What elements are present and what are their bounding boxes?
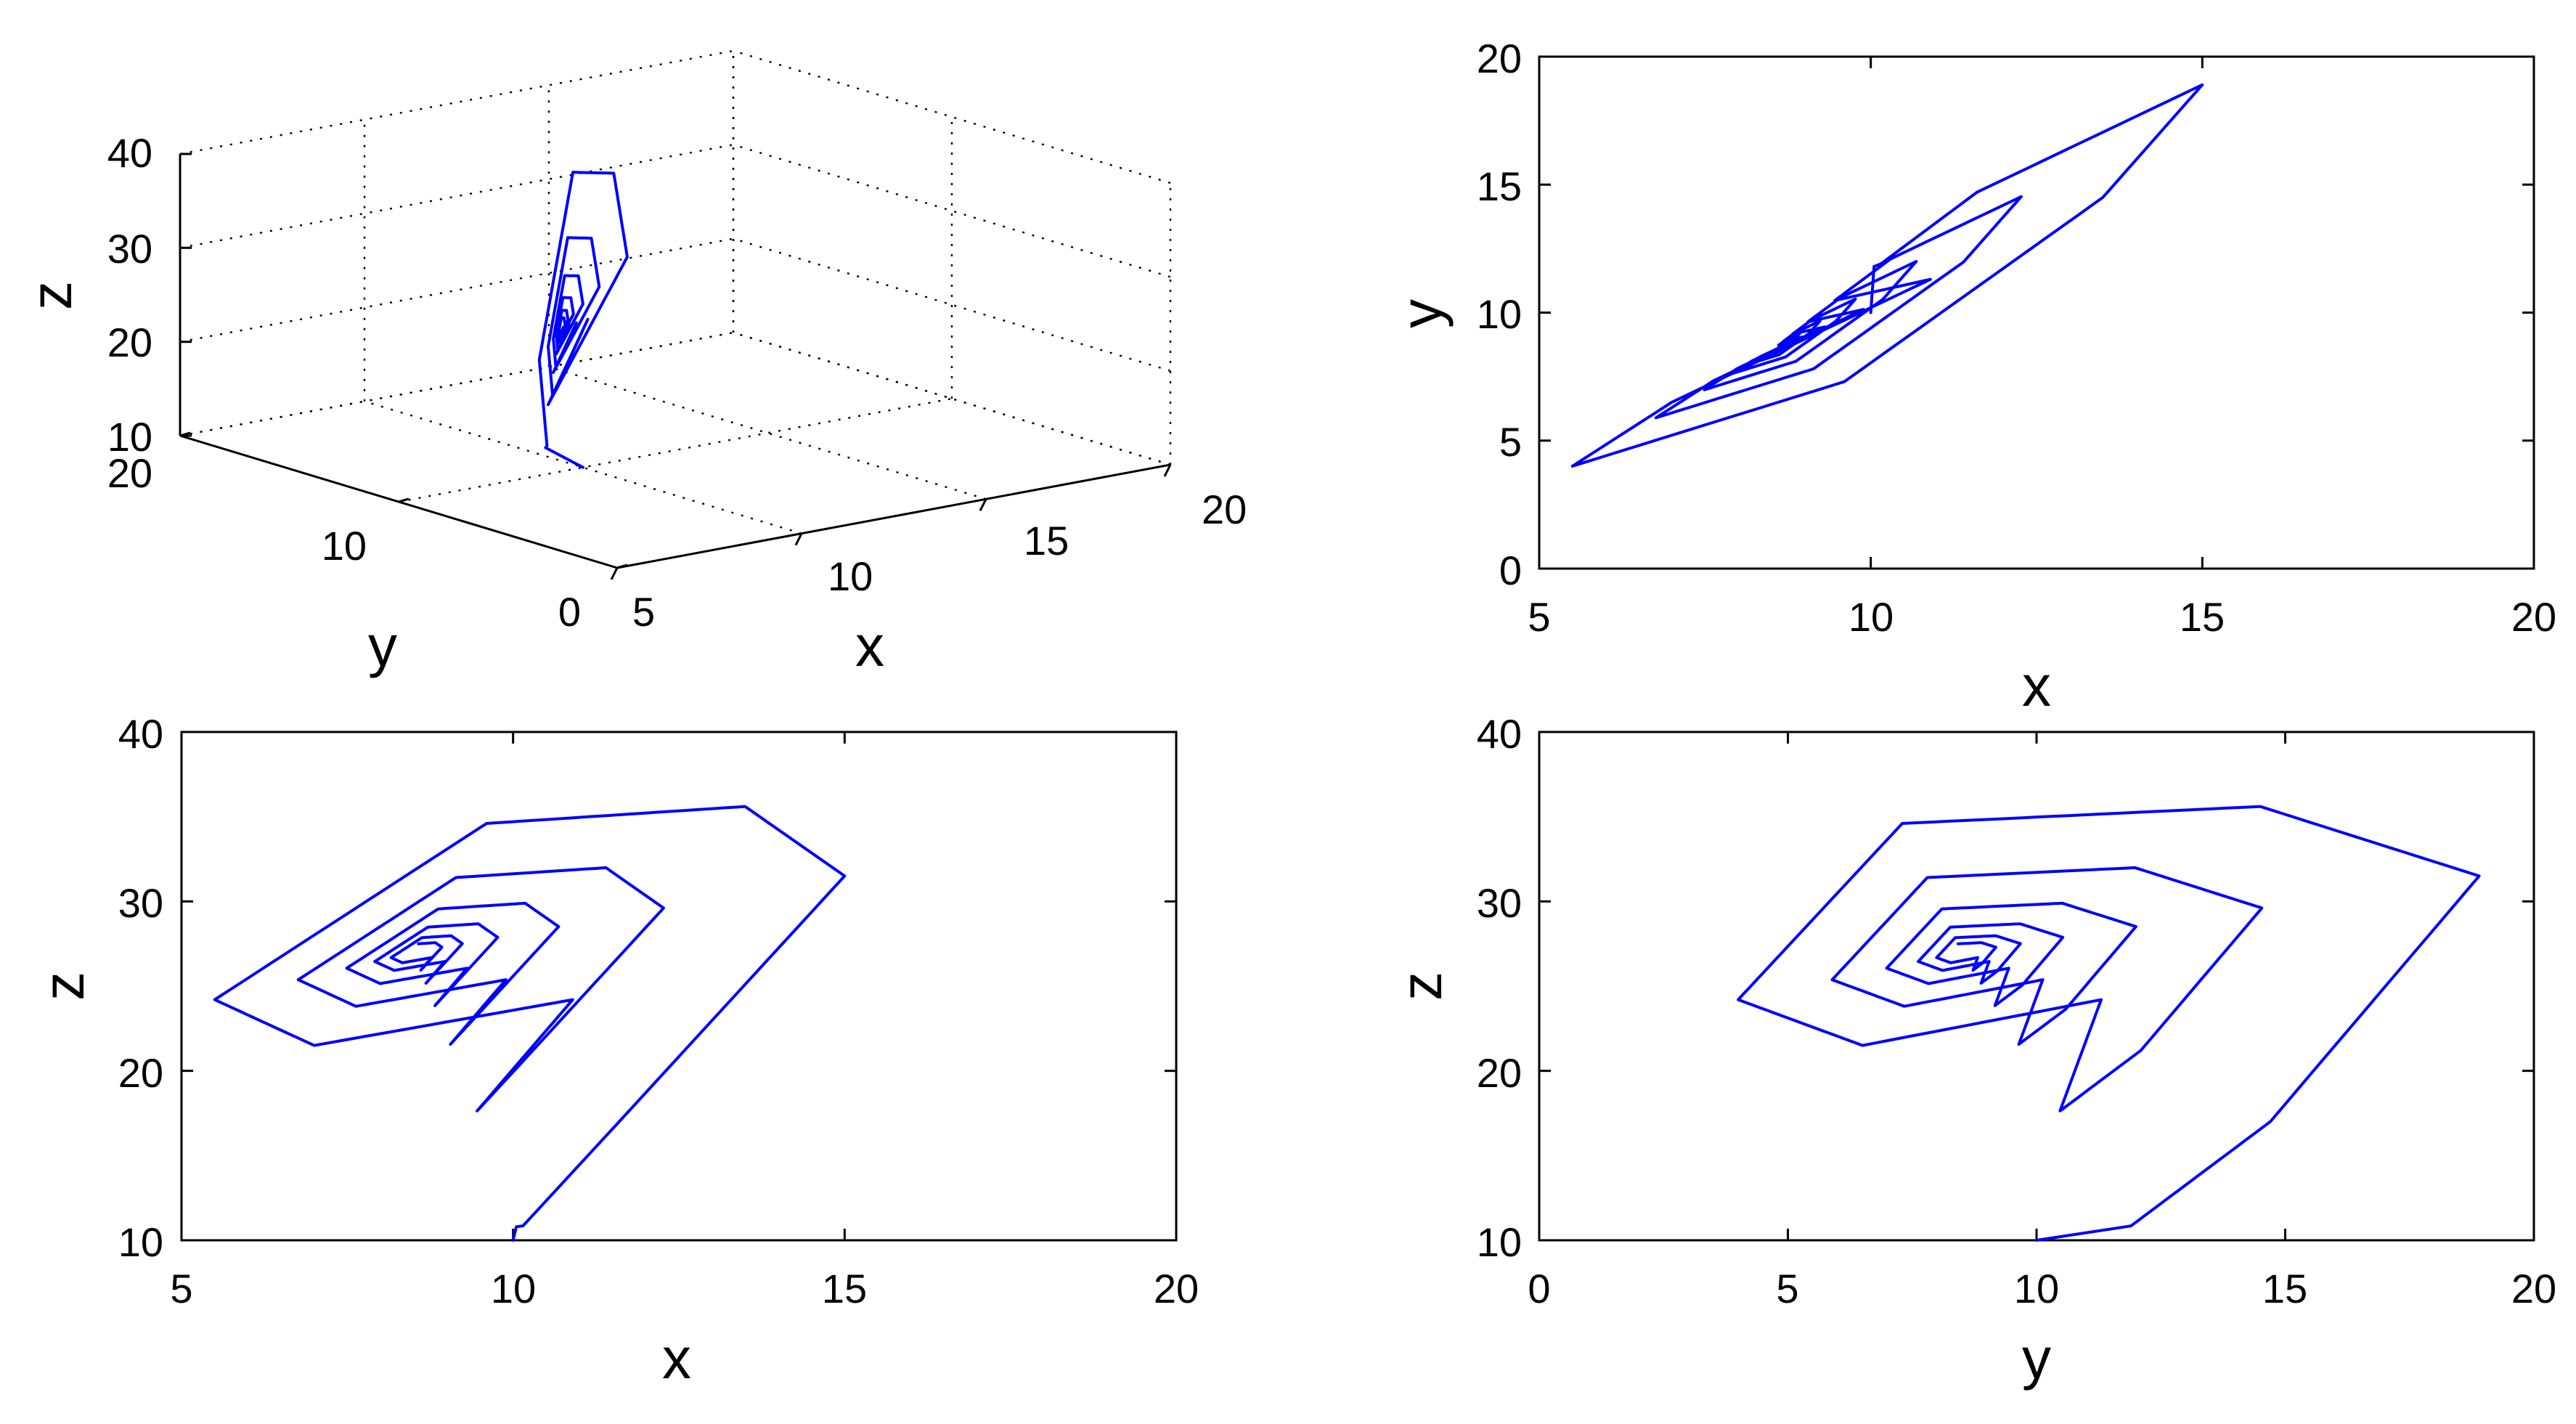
panel-3d-grid-line: [733, 237, 1171, 372]
panel-3d-z-axis-label: z: [19, 281, 83, 310]
panel-xy-y-axis-label: y: [1389, 299, 1454, 328]
panel-yz-y-tick-10: 10: [1477, 1219, 1522, 1265]
panel-3d-trajectory-series-line: [537, 171, 629, 469]
panel-3d-z-tick-10: 10: [107, 414, 152, 460]
panel-yz-y-axis-label: z: [1389, 972, 1454, 1001]
panel-yz-x-tick-15: 15: [2262, 1266, 2307, 1311]
panel-3d-x-tick-10: 10: [828, 553, 873, 599]
panel-3d-x-axis-label: x: [855, 614, 884, 678]
panel-xy-x-axis-label: x: [2022, 654, 2051, 718]
panel-yz-x-tick-5: 5: [1776, 1266, 1798, 1311]
panel-3d-z-tick-40: 40: [107, 130, 152, 176]
panel-xy-y-tick-0: 0: [1499, 548, 1522, 593]
panel-xz-y-tick-30: 30: [118, 880, 163, 926]
panel-xy-axes-box: [1538, 55, 2535, 570]
panel-xy-x-tick-5: 5: [1528, 594, 1550, 640]
panel-xz-x-tick-15: 15: [822, 1266, 867, 1311]
panel-3d-grid-line: [398, 397, 953, 503]
panel-3d-y-axis-label: y: [368, 614, 397, 678]
panel-xy-trajectory-series-line: [1570, 83, 2204, 468]
panel-3d-tick-marks: [179, 152, 1172, 580]
panel-3d-grid-line: [179, 49, 734, 155]
panel-3d-x-tick-15: 15: [1024, 518, 1069, 564]
panel-3d: 40 30 20 10 20 10 0 5 10 15 20 z y x: [19, 49, 1247, 678]
panel-xz-axes-box: [180, 731, 1178, 1242]
panel-3d-x-tick-mark: [979, 498, 987, 511]
panel-3d-x-axis-line: [616, 463, 1171, 569]
panel-xz: 40 30 20 10 5 10 15 20 z x: [31, 711, 1199, 1391]
panel-3d-x-tick-mark: [610, 567, 619, 580]
panel-3d-y-tick-0: 0: [558, 589, 581, 635]
panel-3d-grid-line: [179, 237, 734, 343]
panel-xy-y-tick-20: 20: [1477, 36, 1522, 81]
panel-3d-x-tick-mark: [794, 533, 803, 546]
panel-yz-x-tick-10: 10: [2014, 1266, 2059, 1311]
panel-3d-grid-line: [179, 144, 734, 249]
panel-xz-x-tick-20: 20: [1154, 1266, 1199, 1311]
panel-yz-x-tick-20: 20: [2511, 1266, 2556, 1311]
panel-yz-tick-marks: [1538, 731, 2535, 1242]
panel-3d-grid: [179, 49, 1172, 569]
panel-xz-y-tick-20: 20: [118, 1050, 163, 1096]
panel-xz-x-axis-label: x: [662, 1326, 691, 1391]
panel-3d-grid-line: [179, 331, 734, 437]
panel-3d-x-tick-mark: [1163, 464, 1172, 477]
panel-yz-x-tick-0: 0: [1528, 1266, 1550, 1311]
panel-xy-x-tick-20: 20: [2511, 594, 2556, 640]
panel-yz-y-tick-20: 20: [1477, 1050, 1522, 1096]
panel-3d-x-tick-20: 20: [1202, 487, 1247, 532]
panel-3d-x-tick-5: 5: [632, 589, 655, 635]
panel-3d-z-tick-20: 20: [107, 320, 152, 365]
panel-3d-axes: [179, 154, 1171, 569]
panel-xz-y-tick-40: 40: [118, 711, 163, 757]
panel-yz-trajectory-series-line: [1737, 805, 2481, 1242]
panel-xy: 20 15 10 5 0 5 10 15 20 y x: [1389, 36, 2556, 718]
panel-xy-tick-marks: [1538, 55, 2535, 570]
panel-xz-y-axis-label: z: [31, 972, 96, 1001]
panel-3d-z-tick-30: 30: [107, 226, 152, 272]
panel-xy-y-tick-10: 10: [1477, 291, 1522, 337]
panel-3d-y-tick-mark: [398, 497, 409, 503]
panel-xz-x-tick-5: 5: [170, 1266, 192, 1311]
panel-yz-y-tick-30: 30: [1477, 880, 1522, 926]
panel-xy-y-tick-5: 5: [1499, 419, 1522, 465]
panel-xz-x-tick-10: 10: [491, 1266, 536, 1311]
panel-3d-grid-line: [548, 366, 987, 500]
panel-yz: 40 30 20 10 0 5 10 15 20 z y: [1389, 711, 2556, 1391]
panel-3d-y-tick-10: 10: [322, 523, 367, 569]
panel-xy-x-tick-15: 15: [2180, 594, 2225, 640]
panel-yz-y-tick-40: 40: [1477, 711, 1522, 757]
panel-xz-tick-marks: [180, 731, 1178, 1242]
panel-xy-y-tick-15: 15: [1477, 163, 1522, 209]
panel-yz-x-axis-label: y: [2022, 1326, 2051, 1391]
panel-3d-y-tick-mark: [616, 564, 628, 569]
panel-3d-y-tick-20: 20: [107, 450, 152, 496]
panel-xz-trajectory-series-line: [213, 805, 847, 1242]
panel-xz-y-tick-10: 10: [118, 1219, 163, 1265]
panel-xy-x-tick-10: 10: [1849, 594, 1894, 640]
